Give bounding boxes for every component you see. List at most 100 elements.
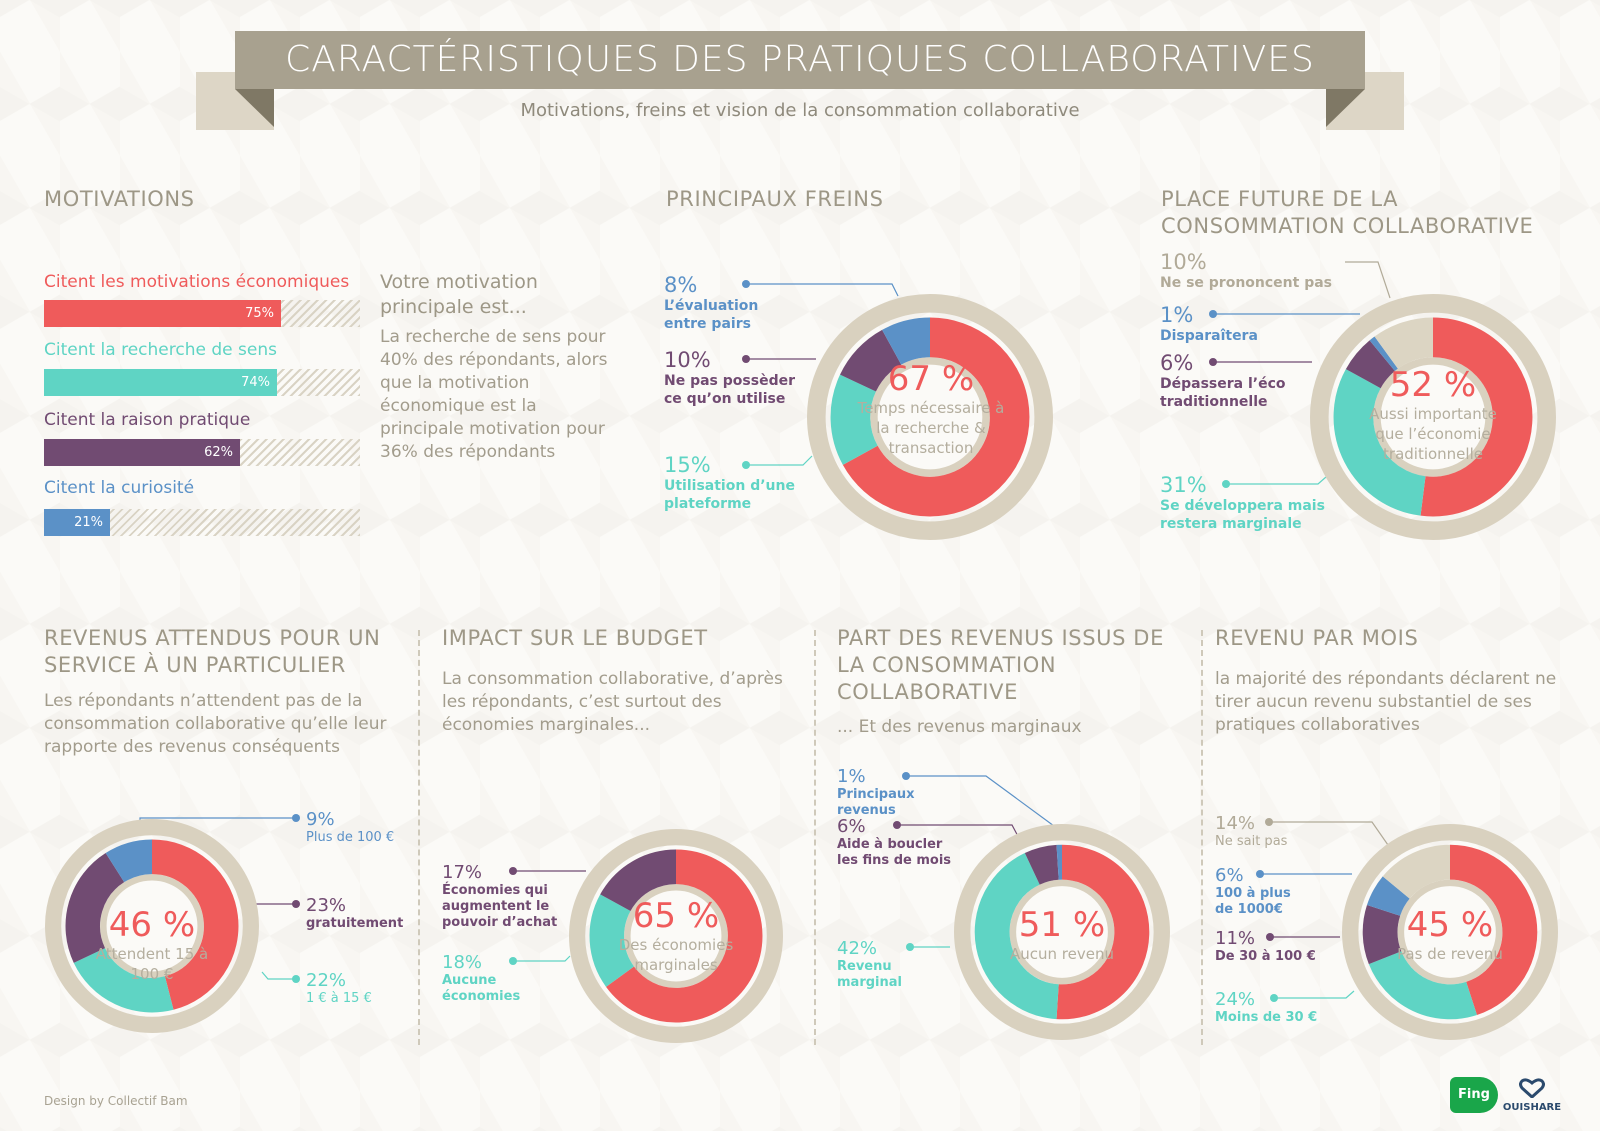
revenus-center-value: 46 %	[108, 905, 196, 945]
budget-heading: IMPACT SUR LE BUDGET	[442, 626, 708, 650]
future-text: Se développera mais restera marginale	[1160, 498, 1325, 532]
revenus-text: Plus de 100 €	[306, 830, 395, 845]
part-center-value: 51 %	[1018, 905, 1106, 945]
budget-value: 18%	[442, 952, 483, 973]
budget-text: Économies qui augmentent le pouvoir d’ac…	[442, 883, 558, 930]
freins-label-posseder: 10% Ne pas possèder ce qu’on utilise	[664, 348, 804, 408]
bar-curiosite: 21%	[44, 509, 110, 536]
revenus-text: 1 € à 15 €	[306, 991, 372, 1006]
freins-donut	[807, 294, 1053, 540]
banner-fold-right	[1326, 89, 1365, 127]
mois-value: 11%	[1215, 928, 1256, 949]
donut-outer-ring	[807, 294, 1053, 540]
bar-label-curiosite: Citent la curiosité	[44, 478, 195, 498]
donut-slice	[1382, 844, 1451, 900]
budget-label-pouvoir: 17% Économies qui augmentent le pouvoir …	[442, 862, 582, 931]
revenus-attendus-text: Les répondants n’attendent pas de la con…	[44, 691, 387, 757]
part-center-caption: Aucun revenu	[1010, 945, 1114, 963]
heart-icon	[1519, 1078, 1545, 1100]
ouishare-wordmark: OUISHARE	[1502, 1102, 1562, 1113]
revenu-mois-heading: REVENU PAR MOIS	[1215, 626, 1419, 650]
donut-slice	[1024, 844, 1060, 885]
donut-slice	[1345, 340, 1396, 389]
donut-slice	[589, 894, 635, 987]
freins-value: 10%	[664, 348, 711, 372]
part-label-marginal: 42% Revenu marginal	[837, 938, 927, 991]
donut-outer-ring	[1342, 824, 1558, 1040]
page-subtitle: Motivations, freins et vision de la cons…	[520, 100, 1080, 121]
donut-slice	[1362, 905, 1402, 965]
mois-center-value: 45 %	[1406, 905, 1494, 945]
revenus-value: 23%	[306, 895, 347, 916]
donut-slice	[840, 329, 902, 393]
mois-text: 100 à plus de 1000€	[1215, 886, 1291, 917]
mois-value: 14%	[1215, 813, 1256, 834]
donut-slice	[1333, 369, 1427, 516]
column-separator	[418, 630, 420, 1045]
budget-center: 65 % Des économies marginales	[611, 897, 741, 975]
future-label-depassera: 6% Dépassera l’éco traditionnelle	[1160, 351, 1300, 411]
donut-slice	[1449, 844, 1538, 1016]
revenu-mois-donut	[1342, 824, 1558, 1040]
mois-center-caption: Pas de revenu	[1397, 945, 1503, 963]
page-title: CARACTÉRISTIQUES DES PRATIQUES COLLABORA…	[235, 31, 1365, 89]
freins-center-caption: Temps nécessaire à la recherche & transa…	[857, 399, 1005, 457]
motivation-question: Votre motivation principale est...	[380, 271, 538, 318]
freins-heading: PRINCIPAUX FREINS	[666, 187, 884, 211]
freins-center: 67 % Temps nécessaire à la recherche & t…	[856, 360, 1006, 458]
part-revenus-heading: PART DES REVENUS ISSUS DE LA CONSOMMATIO…	[837, 626, 1164, 704]
donut-slice	[151, 839, 239, 1010]
revenu-mois-text: la majorité des répondants déclarent ne …	[1215, 669, 1557, 735]
future-text: Dépassera l’éco traditionnelle	[1160, 376, 1286, 410]
donut-inner-ring	[624, 884, 728, 988]
freins-value: 15%	[664, 453, 711, 477]
design-credit: Design by Collectif Bam	[44, 1094, 188, 1108]
mois-label-100plus: 6% 100 à plus de 1000€	[1215, 865, 1305, 918]
donut-slice	[73, 947, 174, 1013]
donut-slice	[1368, 950, 1477, 1020]
part-value: 6%	[837, 816, 866, 837]
freins-text: Utilisation d’une plateforme	[664, 478, 795, 512]
future-center-value: 52 %	[1389, 365, 1477, 405]
motivation-answer: La recherche de sens pour 40% des répond…	[380, 327, 608, 462]
donut-slice	[1366, 876, 1411, 917]
donut-outer-ring	[568, 828, 784, 1044]
mois-label-moins30: 24% Moins de 30 €	[1215, 989, 1325, 1026]
revenus-text: gratuitement	[306, 916, 404, 931]
part-revenus-donut	[954, 824, 1170, 1040]
donut-outer-ring	[954, 824, 1170, 1040]
part-value: 1%	[837, 766, 866, 787]
donut-slice	[600, 849, 677, 912]
revenus-center: 46 % Attendent 15 à 100 €	[87, 906, 217, 984]
future-value: 31%	[1160, 473, 1207, 497]
mois-text: De 30 à 100 €	[1215, 949, 1316, 964]
banner-fold-left	[235, 89, 274, 127]
revenus-value: 9%	[306, 809, 335, 830]
bar-label-economiques: Citent les motivations économiques	[44, 272, 350, 292]
future-label-nsp: 10% Ne se prononcent pas	[1160, 250, 1360, 292]
donut-slice	[974, 853, 1060, 1020]
freins-label-plateforme: 15% Utilisation d’une plateforme	[664, 453, 814, 513]
budget-center-value: 65 %	[632, 896, 720, 936]
freins-text: Ne pas possèder ce qu’on utilise	[664, 373, 795, 407]
donut-inner-ring	[1397, 879, 1503, 985]
future-heading: PLACE FUTURE DE LA CONSOMMATION COLLABOR…	[1161, 187, 1534, 238]
budget-label-aucune: 18% Aucune économies	[442, 952, 562, 1005]
part-text: Aide à boucler les fins de mois	[837, 837, 952, 868]
donut-inner-ring	[100, 874, 204, 978]
budget-donut	[568, 828, 784, 1044]
budget-value: 17%	[442, 862, 483, 883]
revenus-label-gratuit: 23% gratuitement	[306, 895, 416, 932]
budget-center-caption: Des économies marginales	[618, 936, 734, 974]
budget-text: Aucune économies	[442, 973, 521, 1004]
motivations-heading: MOTIVATIONS	[44, 187, 195, 211]
bar-sens: 74%	[44, 369, 277, 396]
donut-slice	[1374, 317, 1434, 370]
mois-center: 45 % Pas de revenu	[1385, 906, 1515, 964]
donut-outer-ring	[44, 818, 260, 1034]
bar-pratique: 62%	[44, 439, 240, 466]
donut-inner-ring	[870, 357, 990, 477]
future-value: 6%	[1160, 351, 1194, 375]
donut-inner-ring	[1009, 879, 1115, 985]
